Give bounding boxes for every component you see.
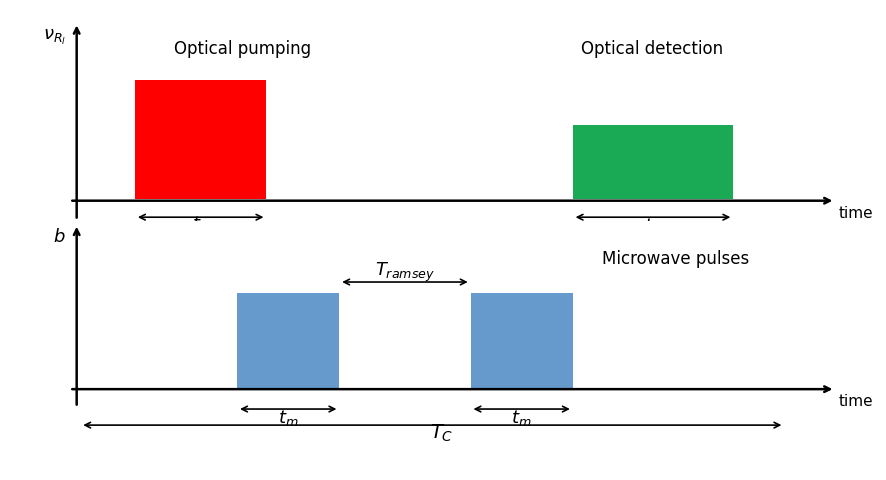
Text: $T_C$: $T_C$	[429, 423, 453, 444]
Text: time: time	[838, 394, 873, 409]
FancyBboxPatch shape	[237, 293, 339, 388]
Text: $\nu_{R_l}$: $\nu_{R_l}$	[43, 27, 66, 47]
Text: Optical detection: Optical detection	[580, 40, 722, 58]
FancyBboxPatch shape	[135, 80, 266, 199]
Text: $b$: $b$	[53, 228, 66, 246]
Text: $t_p$: $t_p$	[192, 215, 209, 238]
FancyBboxPatch shape	[572, 125, 733, 199]
Text: Microwave pulses: Microwave pulses	[602, 250, 749, 268]
FancyBboxPatch shape	[470, 293, 572, 388]
Text: $t_d$: $t_d$	[644, 216, 661, 236]
Text: Optical pumping: Optical pumping	[175, 40, 311, 58]
Text: $t_m$: $t_m$	[277, 408, 299, 428]
Text: $t_m$: $t_m$	[511, 408, 532, 428]
Text: time: time	[838, 206, 873, 221]
Text: $T_{ramsey}$: $T_{ramsey}$	[375, 261, 434, 285]
